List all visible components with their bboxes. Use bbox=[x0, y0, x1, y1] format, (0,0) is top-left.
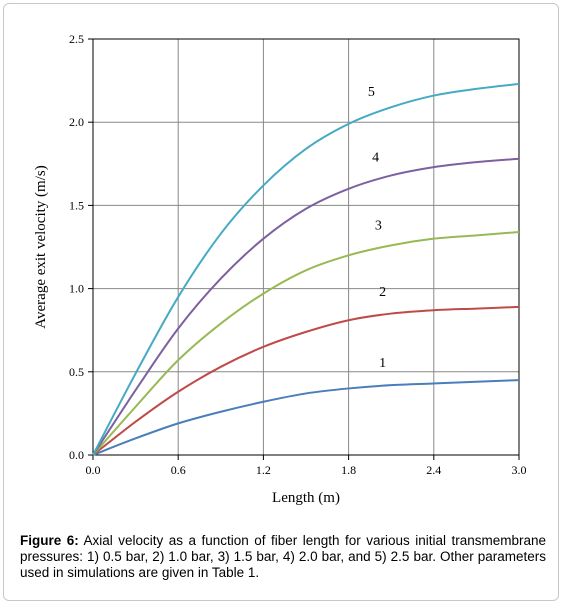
y-tick-label: 0.0 bbox=[69, 448, 84, 462]
curve-label-3: 3 bbox=[375, 218, 382, 233]
series-lines bbox=[92, 82, 520, 456]
axis-ticks: 0.0 0.6 1.2 1.8 2.4 3.0 0.0 0.5 1.0 1.5 2.0 2.5 bbox=[69, 32, 527, 477]
y-tick-label: 1.0 bbox=[69, 282, 84, 296]
series-line-5 bbox=[92, 82, 520, 456]
x-tick-label: 0.0 bbox=[86, 463, 101, 477]
caption-label: Figure 6: bbox=[20, 533, 79, 548]
grid bbox=[93, 39, 519, 455]
y-tick-label: 0.5 bbox=[69, 365, 84, 379]
series-line-4 bbox=[92, 157, 520, 456]
series-line-1 bbox=[92, 379, 520, 456]
x-tick-label: 1.8 bbox=[341, 463, 356, 477]
figure-frame bbox=[3, 3, 559, 601]
series-line-2 bbox=[92, 305, 520, 456]
line-chart: 0.0 0.6 1.2 1.8 2.4 3.0 0.0 0.5 1.0 1.5 2.0 2.5 1 2 3… bbox=[33, 32, 527, 506]
caption-text: Axial velocity as a function of fiber le… bbox=[20, 533, 546, 580]
series-line-3 bbox=[92, 231, 520, 456]
plot-area bbox=[92, 38, 520, 456]
curve-label-4: 4 bbox=[372, 150, 379, 165]
y-tick-label: 1.5 bbox=[69, 198, 84, 212]
curve-label-1: 1 bbox=[379, 356, 386, 371]
y-axis-title: Average exit velocity (m/s) bbox=[33, 165, 49, 328]
curve-label-2: 2 bbox=[379, 285, 386, 300]
curve-labels: 1 2 3 4 5 bbox=[368, 85, 386, 371]
x-tick-label: 1.2 bbox=[256, 463, 271, 477]
x-axis-title: Length (m) bbox=[272, 490, 340, 506]
x-tick-label: 0.6 bbox=[171, 463, 186, 477]
x-tick-label: 3.0 bbox=[512, 463, 527, 477]
x-tick-label: 2.4 bbox=[426, 463, 441, 477]
y-tick-label: 2.5 bbox=[69, 32, 84, 46]
y-tick-label: 2.0 bbox=[69, 115, 84, 129]
figure-caption: Figure 6: Axial velocity as a function o… bbox=[20, 533, 546, 581]
curve-label-5: 5 bbox=[368, 85, 375, 100]
